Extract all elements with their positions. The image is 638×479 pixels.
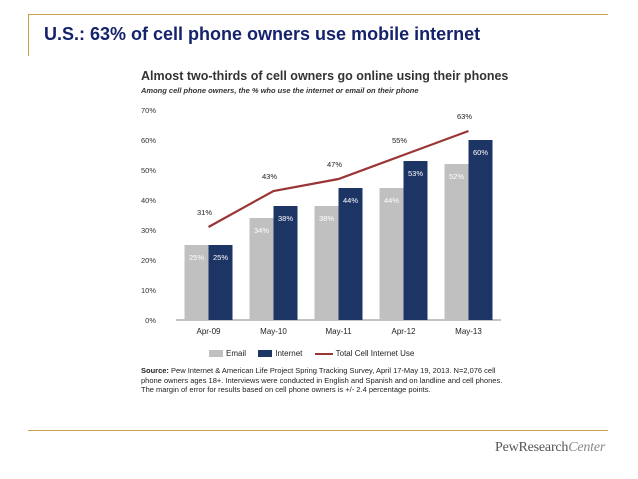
legend-item-total: Total Cell Internet Use xyxy=(314,349,415,358)
bar-label-email: 25% xyxy=(189,253,204,262)
x-tick-label: Apr-09 xyxy=(196,327,221,336)
pew-logo: PewResearchCenter xyxy=(495,440,605,456)
bar-internet xyxy=(208,245,233,320)
bar-label-internet: 25% xyxy=(213,253,228,262)
bar-email xyxy=(379,188,404,320)
line-label-total: 43% xyxy=(262,172,277,181)
pew-logo-text: PewResearch xyxy=(495,440,569,455)
slide-title: U.S.: 63% of cell phone owners use mobil… xyxy=(44,24,481,44)
legend-swatch-total xyxy=(314,352,333,355)
left-accent xyxy=(28,14,29,56)
chart-subtitle: Among cell phone owners, the % who use t… xyxy=(141,86,419,95)
legend-item-email: Email xyxy=(209,349,246,358)
line-label-total: 55% xyxy=(392,136,407,145)
bar-label-email: 52% xyxy=(449,172,464,181)
y-tick-label: 70% xyxy=(141,106,156,115)
pew-logo-suffix: Center xyxy=(568,440,606,455)
top-divider xyxy=(28,14,608,15)
line-label-total: 47% xyxy=(327,160,342,169)
bar-label-internet: 53% xyxy=(408,169,423,178)
legend-label-total: Total Cell Internet Use xyxy=(335,349,415,358)
legend-label-email: Email xyxy=(226,349,247,358)
x-tick-label: May-13 xyxy=(455,327,482,336)
bar-email xyxy=(314,206,339,320)
bar-label-internet: 38% xyxy=(278,214,293,223)
legend-swatch-email xyxy=(209,350,223,358)
bar-email xyxy=(249,218,274,320)
y-tick-label: 0% xyxy=(145,316,156,325)
source-note: Source: Pew Internet & American Life Pro… xyxy=(141,366,506,395)
chart-panel: Almost two-thirds of cell owners go onli… xyxy=(131,64,511,416)
line-label-total: 31% xyxy=(197,208,212,217)
legend-swatch-internet xyxy=(258,350,273,358)
legend-item-internet: Internet xyxy=(258,349,302,358)
bar-label-email: 38% xyxy=(319,214,334,223)
y-tick-label: 50% xyxy=(141,166,156,175)
y-tick-label: 60% xyxy=(141,136,156,145)
bar-label-internet: 60% xyxy=(473,148,488,157)
y-tick-label: 40% xyxy=(141,196,156,205)
source-label: Source: xyxy=(141,366,169,375)
bar-label-email: 34% xyxy=(254,226,269,235)
chart-legend: Email Internet Total Cell Internet Use xyxy=(209,349,424,358)
bar-label-email: 44% xyxy=(384,196,399,205)
x-tick-label: Apr-12 xyxy=(391,327,416,336)
bar-internet xyxy=(338,188,363,320)
bar-label-internet: 44% xyxy=(343,196,358,205)
bar-internet xyxy=(273,206,298,320)
bottom-divider xyxy=(28,430,608,431)
y-tick-label: 10% xyxy=(141,286,156,295)
x-tick-label: May-11 xyxy=(325,327,352,336)
bar-internet xyxy=(403,161,428,320)
chart-plot: 0% 10% 20% 30% 40% 50% 60% 70% 25% 25% Apr-09 34% 38… xyxy=(141,106,501,336)
x-tick-label: May-10 xyxy=(260,327,287,336)
bar-internet xyxy=(468,140,493,320)
bar-email xyxy=(444,164,469,320)
legend-label-internet: Internet xyxy=(275,349,303,358)
line-label-total: 63% xyxy=(457,112,472,121)
y-tick-label: 30% xyxy=(141,226,156,235)
source-text: Pew Internet & American Life Project Spr… xyxy=(141,366,503,394)
line-total-cell-internet xyxy=(207,129,469,228)
chart-title: Almost two-thirds of cell owners go onli… xyxy=(141,69,509,83)
bar-email xyxy=(184,245,209,320)
y-tick-label: 20% xyxy=(141,256,156,265)
